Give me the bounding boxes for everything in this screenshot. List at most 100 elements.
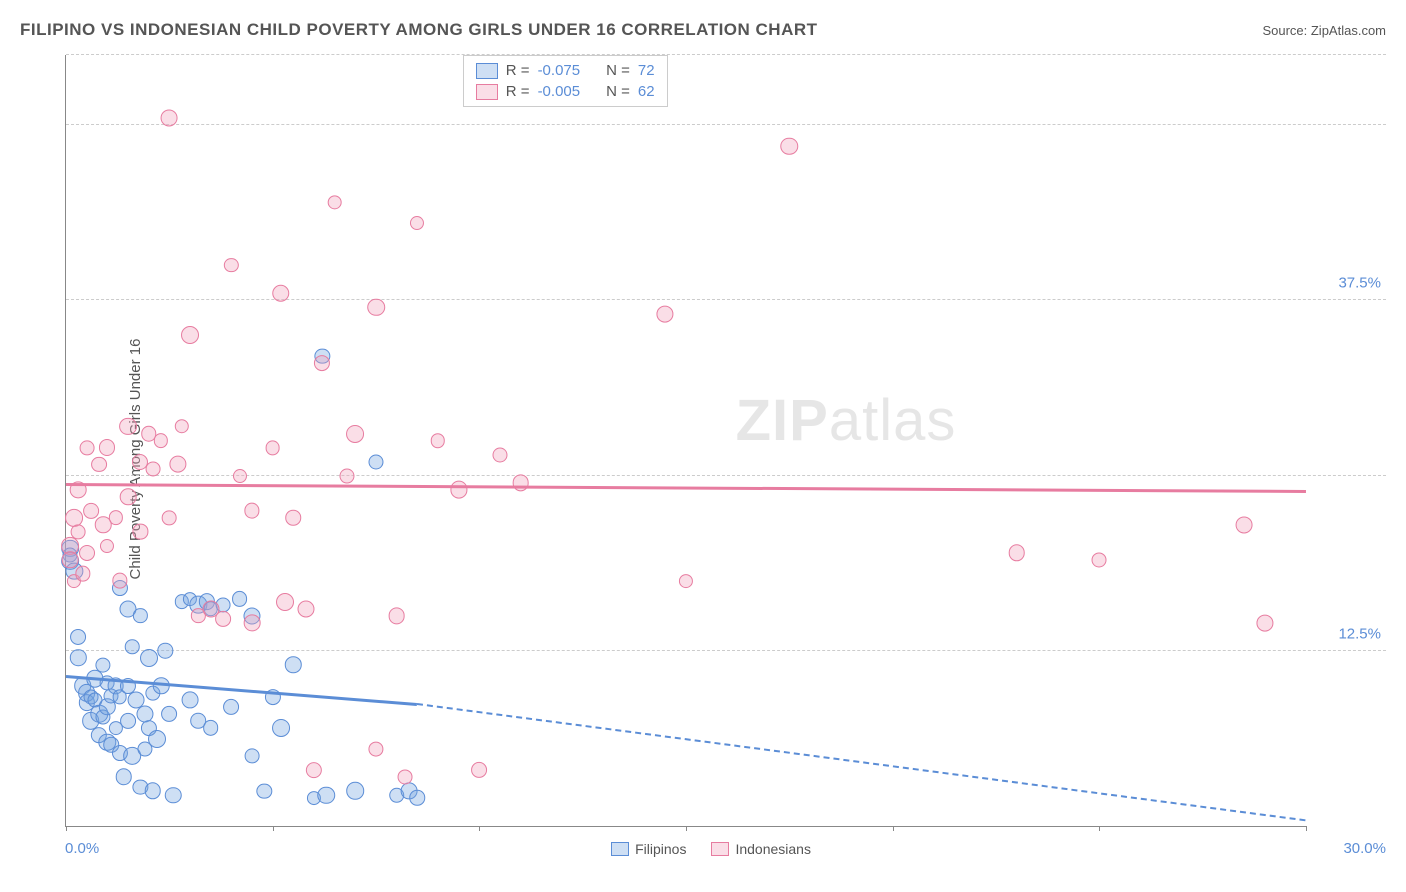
data-point <box>306 762 322 778</box>
x-tick <box>1099 826 1100 831</box>
data-point <box>265 440 280 455</box>
data-point <box>108 510 122 524</box>
data-point <box>120 488 137 505</box>
data-point <box>1256 614 1273 631</box>
stat-r-value: -0.075 <box>538 62 581 79</box>
data-point <box>181 326 199 344</box>
gridline <box>66 54 1386 55</box>
stat-r-label: R = <box>506 83 530 100</box>
gridline <box>66 650 1386 651</box>
data-point <box>232 591 248 607</box>
x-tick <box>893 826 894 831</box>
stats-legend-row: R = -0.075 N = 72 <box>476 60 655 81</box>
data-point <box>145 783 162 800</box>
x-axis-min-label: 0.0% <box>65 840 99 857</box>
data-point <box>119 418 137 436</box>
data-point <box>79 440 94 455</box>
data-point <box>70 650 86 666</box>
stat-r-label: R = <box>506 62 530 79</box>
data-point <box>314 355 330 371</box>
data-point <box>346 425 364 443</box>
data-point <box>286 510 302 526</box>
data-point <box>182 691 199 708</box>
watermark-bold: ZIP <box>736 388 829 453</box>
chart-title: FILIPINO VS INDONESIAN CHILD POVERTY AMO… <box>20 20 818 40</box>
data-point <box>318 786 336 804</box>
watermark: ZIPatlas <box>736 387 957 454</box>
stat-r-value: -0.005 <box>538 83 581 100</box>
data-point <box>397 769 412 784</box>
data-point <box>327 195 342 210</box>
data-point <box>154 433 168 447</box>
legend-label: Filipinos <box>635 841 686 857</box>
data-point <box>431 433 445 447</box>
x-tick <box>686 826 687 831</box>
data-point <box>75 566 90 581</box>
data-point <box>99 439 115 455</box>
data-point <box>169 456 186 473</box>
legend-swatch <box>476 84 498 100</box>
stat-n-value: 72 <box>638 62 655 79</box>
data-point <box>133 609 147 623</box>
legend-swatch <box>711 842 729 856</box>
y-tick-label: 12.5% <box>1338 625 1381 642</box>
data-point <box>512 474 529 491</box>
data-point <box>367 299 385 317</box>
data-point <box>450 481 467 498</box>
x-tick <box>273 826 274 831</box>
gridline <box>66 475 1386 476</box>
stats-legend-row: R = -0.005N = 62 <box>476 81 655 102</box>
data-point <box>245 749 260 764</box>
data-point <box>120 713 136 729</box>
data-point <box>125 639 140 654</box>
x-tick <box>1306 826 1307 831</box>
data-point <box>145 461 160 476</box>
data-point <box>133 524 148 539</box>
data-point <box>161 706 177 722</box>
data-point <box>285 657 301 673</box>
data-point <box>140 649 158 667</box>
legend-item: Filipinos <box>611 841 686 857</box>
data-point <box>233 469 247 483</box>
data-point <box>388 607 405 624</box>
legend-label: Indonesians <box>735 841 811 857</box>
stats-legend: R = -0.075 N = 72 R = -0.005N = 62 <box>463 55 668 107</box>
legend-swatch <box>611 842 629 856</box>
x-axis-max-label: 30.0% <box>1343 840 1386 857</box>
data-point <box>657 306 674 323</box>
data-point <box>175 419 189 433</box>
data-point <box>410 216 424 230</box>
bottom-legend: Filipinos Indonesians <box>611 841 811 857</box>
data-point <box>62 551 79 568</box>
data-point <box>203 720 219 736</box>
data-point <box>679 574 693 588</box>
data-point <box>158 643 173 658</box>
y-tick-label: 37.5% <box>1338 275 1381 292</box>
data-point <box>116 769 133 786</box>
data-point <box>83 503 99 519</box>
data-point <box>71 524 86 539</box>
stat-n-label: N = <box>606 62 630 79</box>
data-point <box>100 539 114 553</box>
data-point <box>215 611 231 627</box>
legend-swatch <box>476 63 498 79</box>
stat-n-value: 62 <box>638 83 655 100</box>
data-point <box>244 503 259 518</box>
data-point <box>224 258 238 272</box>
legend-item: Indonesians <box>711 841 811 857</box>
data-point <box>257 783 272 798</box>
data-point <box>244 614 261 631</box>
x-tick <box>479 826 480 831</box>
data-point <box>347 782 365 800</box>
data-point <box>96 657 111 672</box>
data-point <box>223 699 239 715</box>
trendline <box>66 483 1306 493</box>
trendline <box>417 703 1306 821</box>
watermark-thin: atlas <box>829 388 957 453</box>
data-point <box>276 593 294 611</box>
data-point <box>165 787 182 804</box>
chart-source: Source: ZipAtlas.com <box>1262 23 1386 38</box>
x-tick <box>66 826 67 831</box>
gridline <box>66 299 1386 300</box>
plot-area: ZIPatlas R = -0.075 N = 72 R = -0.005N = 6… <box>65 55 1306 827</box>
